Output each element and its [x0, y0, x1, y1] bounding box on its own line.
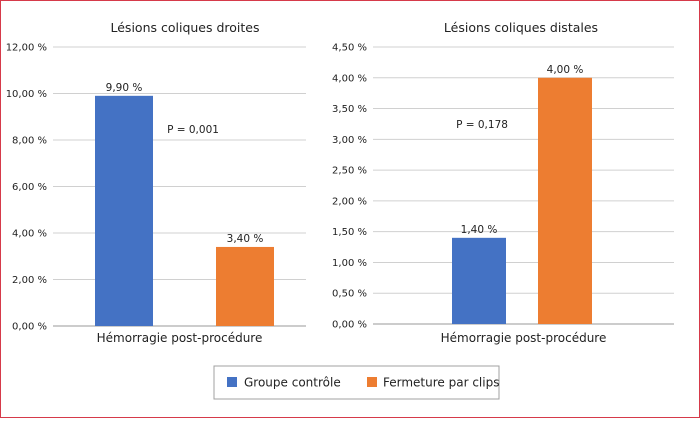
legend-swatch-fermeture-par-clips: [367, 377, 377, 387]
y-tick-label: 4,50 %: [332, 43, 367, 54]
p-value-annotation: P = 0,178: [456, 119, 508, 131]
y-tick-label: 12,00 %: [6, 43, 47, 54]
y-tick-label: 4,00 %: [12, 229, 47, 240]
y-tick-label: 1,50 %: [332, 227, 367, 238]
data-label: 1,40 %: [461, 224, 498, 236]
chart-title: Lésions coliques droites: [111, 20, 260, 35]
bar-fermeture-par-clips: [538, 77, 592, 325]
y-tick-label: 8,00 %: [12, 136, 47, 147]
category-label: Hémorragie post-procédure: [97, 331, 263, 345]
legend-label: Fermeture par clips: [383, 376, 499, 390]
y-tick-label: 2,50 %: [332, 166, 367, 177]
bar-groupe-controle: [452, 237, 506, 324]
y-tick-label: 3,00 %: [332, 135, 367, 146]
y-tick-label: 10,00 %: [6, 89, 47, 100]
legend-box: [213, 365, 500, 400]
y-tick-label: 2,00 %: [12, 275, 47, 286]
category-label: Hémorragie post-procédure: [441, 331, 607, 345]
y-tick-label: 4,00 %: [332, 73, 367, 84]
y-tick-label: 6,00 %: [12, 182, 47, 193]
bar-groupe-controle: [95, 95, 153, 326]
bar-fermeture-par-clips: [216, 246, 274, 326]
y-tick-label: 0,00 %: [12, 322, 47, 333]
data-label: 4,00 %: [547, 64, 584, 76]
chart-title: Lésions coliques distales: [444, 20, 598, 35]
y-tick-label: 1,00 %: [332, 258, 367, 269]
legend-label: Groupe contrôle: [244, 376, 341, 390]
y-tick-label: 0,00 %: [332, 320, 367, 331]
y-tick-label: 3,50 %: [332, 104, 367, 115]
y-tick-label: 0,50 %: [332, 289, 367, 300]
data-label: 9,90 %: [106, 82, 143, 94]
y-tick-label: 2,00 %: [332, 196, 367, 207]
p-value-annotation: P = 0,001: [167, 124, 219, 136]
legend-swatch-groupe-controle: [227, 377, 237, 387]
data-label: 3,40 %: [227, 233, 264, 245]
